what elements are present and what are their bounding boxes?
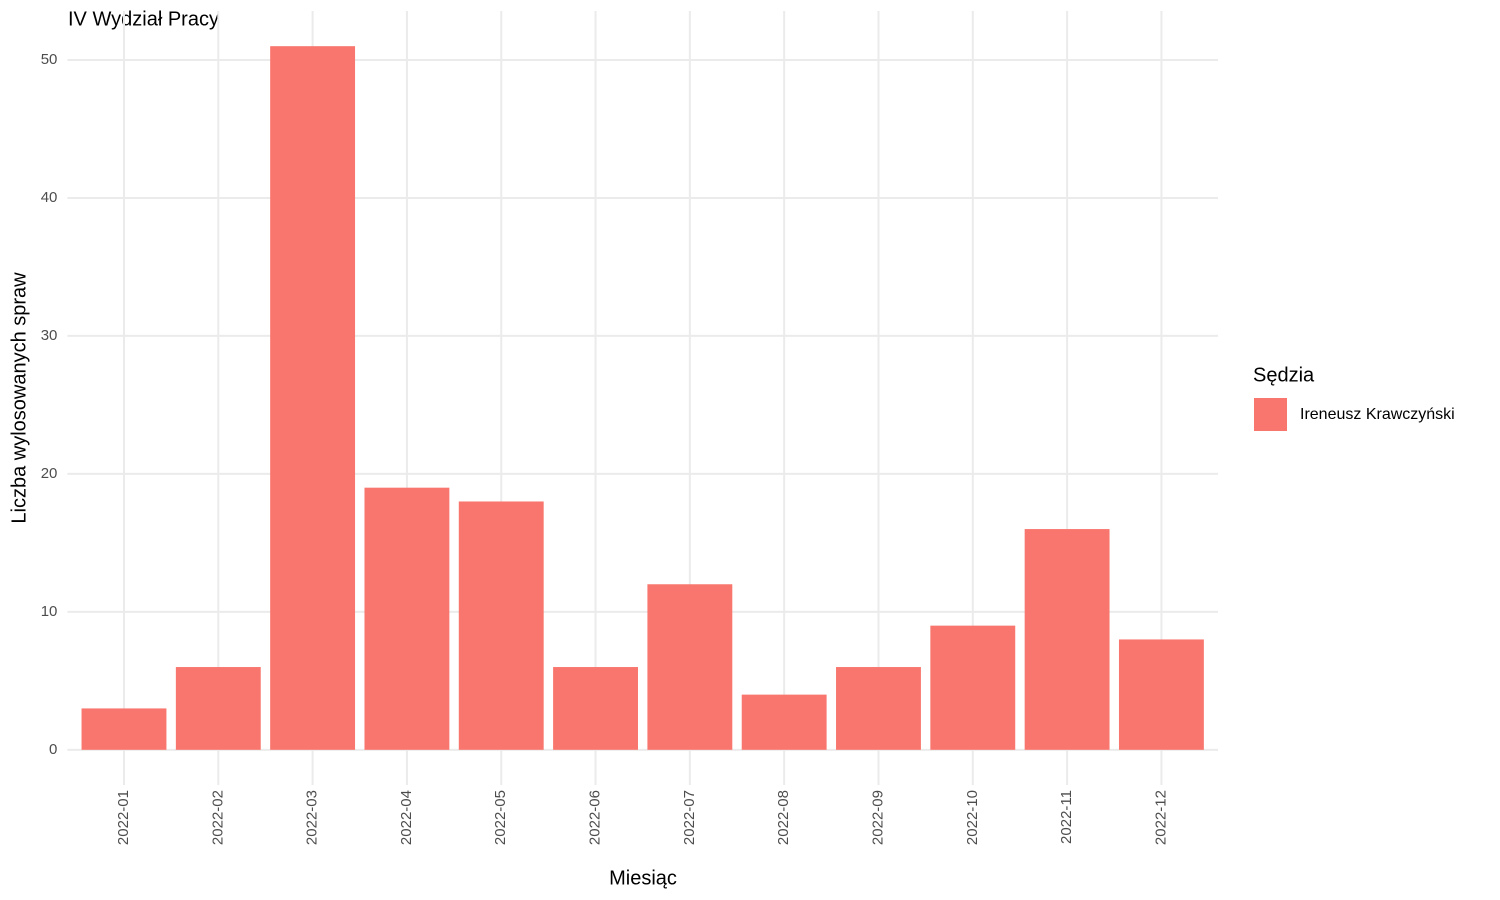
bar — [175, 667, 261, 750]
x-tick-label: 2022-10 — [964, 790, 981, 845]
x-tick-label: 2022-06 — [587, 790, 604, 845]
x-tick-label: 2022-12 — [1152, 790, 1169, 845]
y-axis-label: Liczba wylosowanych spraw — [8, 272, 30, 524]
bar — [930, 625, 1016, 750]
y-tick-label: 50 — [41, 51, 58, 68]
bar — [741, 694, 827, 750]
y-tick-label: 30 — [41, 327, 58, 344]
bar — [81, 708, 167, 750]
bar — [553, 667, 638, 750]
y-tick-label: 10 — [41, 603, 58, 620]
y-tick-label: 0 — [49, 741, 57, 758]
bar — [1024, 529, 1110, 750]
x-tick-label: 2022-09 — [869, 790, 886, 845]
y-tick-label: 40 — [41, 189, 58, 206]
y-tick-label: 20 — [41, 465, 58, 482]
x-tick-label: 2022-08 — [775, 790, 792, 845]
legend-label: Ireneusz Krawczyński — [1300, 406, 1455, 423]
legend-key — [1254, 398, 1287, 431]
x-tick-label: 2022-05 — [492, 790, 509, 845]
legend-title: Sędzia — [1253, 364, 1315, 386]
bar — [364, 487, 450, 750]
bar — [836, 667, 921, 750]
bar — [458, 501, 544, 750]
bar — [647, 584, 733, 750]
x-tick-label: 2022-01 — [115, 790, 132, 845]
chart-title: IV Wydział Pracy — [68, 8, 219, 30]
x-tick-label: 2022-03 — [304, 790, 321, 845]
x-tick-label: 2022-02 — [209, 790, 226, 845]
bar — [1118, 639, 1204, 750]
x-tick-label: 2022-11 — [1058, 790, 1075, 844]
x-axis-label: Miesiąc — [609, 867, 677, 889]
x-tick-label: 2022-07 — [681, 790, 698, 845]
x-tick-label: 2022-04 — [398, 790, 415, 845]
bar — [270, 46, 356, 750]
